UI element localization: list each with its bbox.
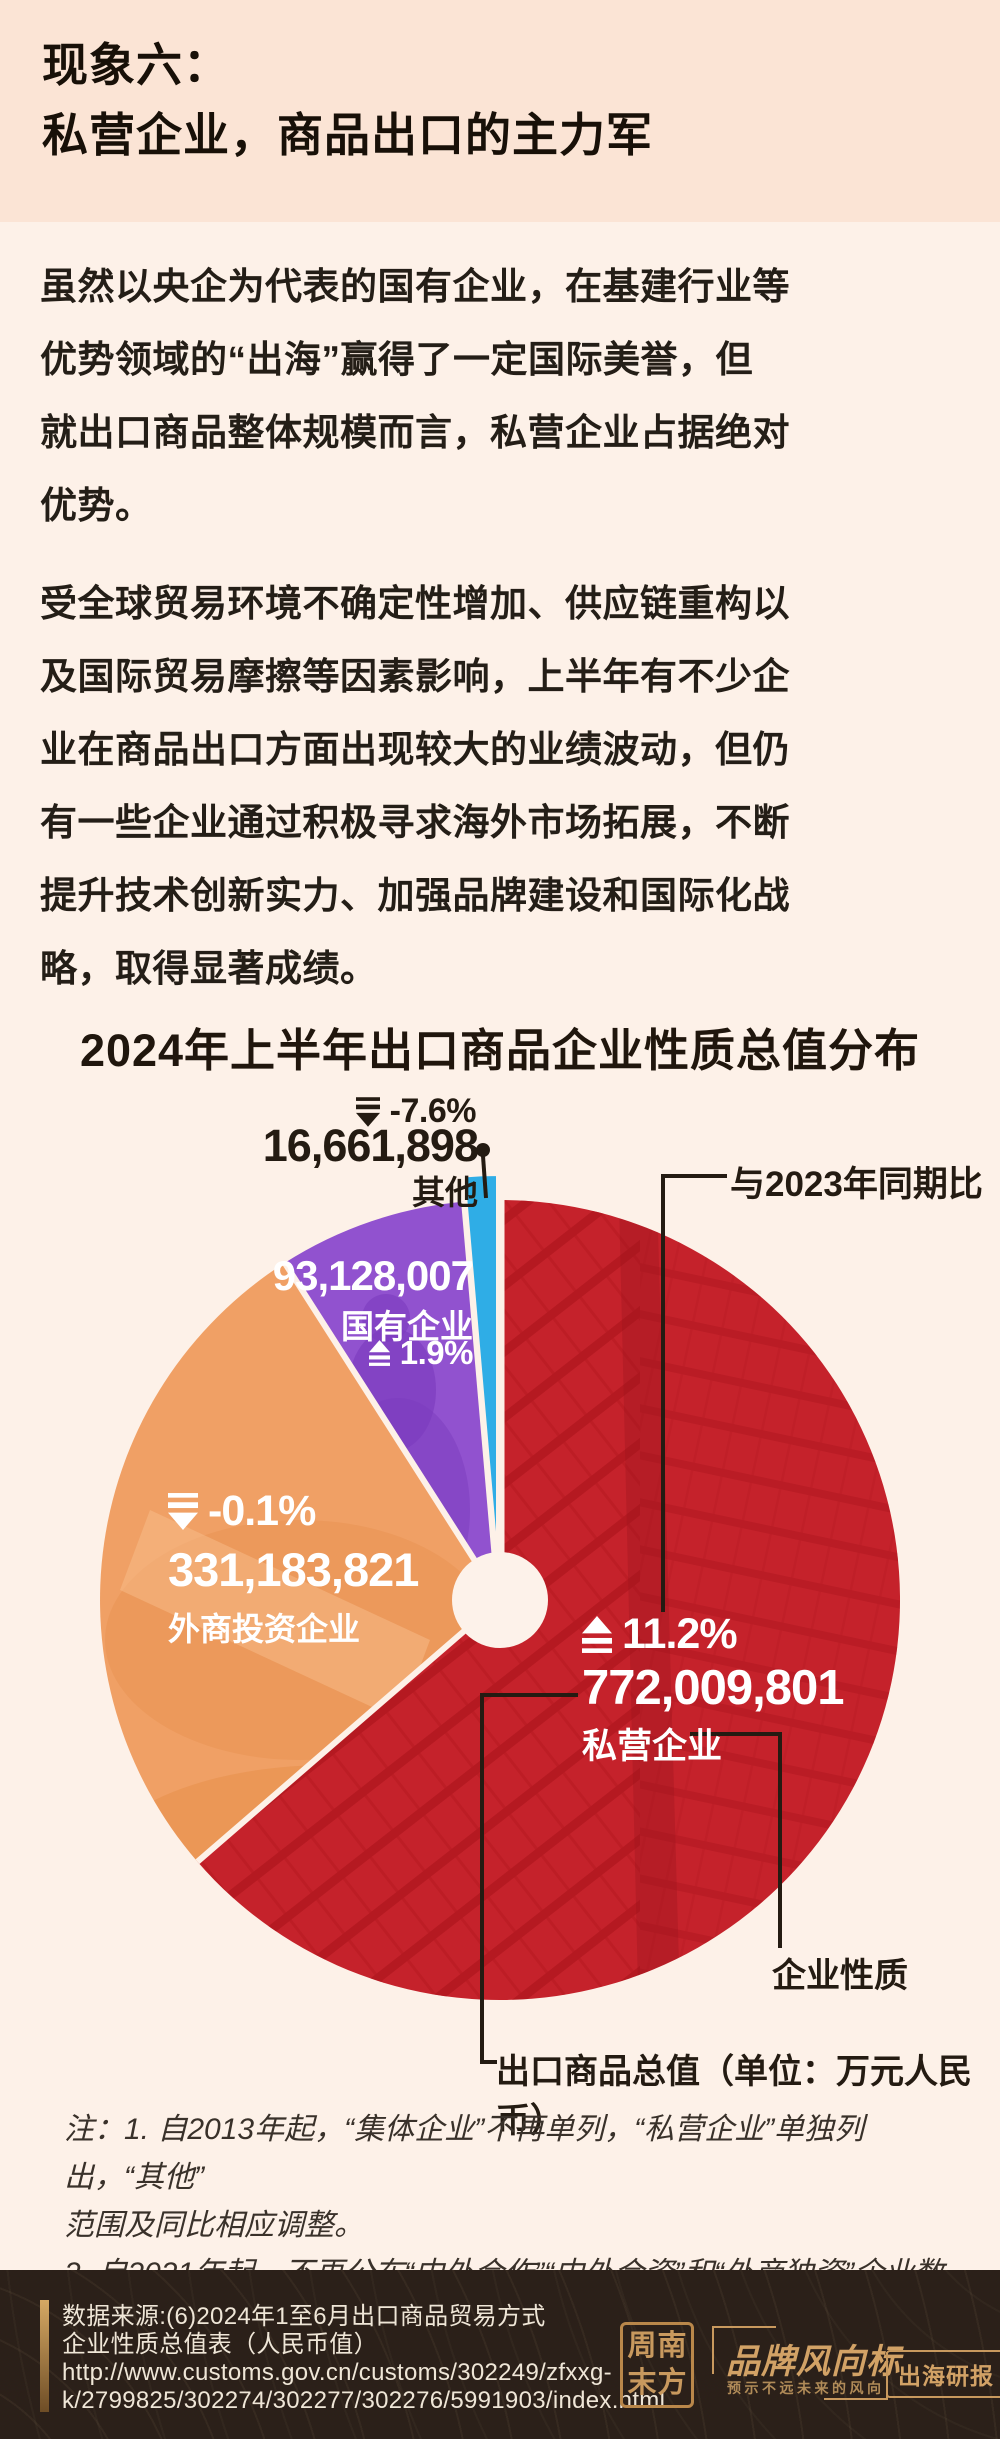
donut-hole	[452, 1552, 548, 1648]
pie-slice-other	[461, 1171, 500, 1579]
private-slice-yoy: 11.2%	[582, 1610, 738, 1659]
callout-lines	[480, 1155, 782, 2064]
other-callout-line	[481, 1155, 488, 1199]
state-slice-yoy: 1.9%	[368, 1334, 474, 1372]
state-yoy-value: 1.9%	[399, 1334, 474, 1371]
brand-title: 品牌风向标	[726, 2343, 901, 2381]
intro-paragraph-1: 虽然以央企为代表的国有企业，在基建行业等 优势领域的“出海”赢得了一定国际美誉，…	[40, 266, 790, 526]
pie-slice-foreign	[100, 1262, 501, 1862]
private-yoy-value: 11.2%	[622, 1610, 738, 1658]
southern-weekly-seal-logo: 周 南 末 方	[620, 2322, 694, 2408]
page-title: 现象六： 私营企业，商品出口的主力军	[42, 39, 653, 161]
brand-logo-block: 品牌风向标 预示不远未来的风向	[712, 2326, 900, 2400]
foreign-yoy-value: -0.1%	[208, 1487, 316, 1535]
chart-title: 2024年上半年出口商品企业性质总值分布	[79, 1025, 921, 1076]
footer: 数据来源:(6)2024年1至6月出口商品贸易方式 企业性质总值表（人民币值） …	[0, 2270, 1000, 2439]
private-label: 私营企业	[582, 1727, 723, 1766]
value-axis-callout: 出口商品总值（单位：万元人民币）	[496, 2053, 972, 2140]
brand-subtitle: 预示不远未来的风向	[727, 2380, 885, 2396]
other-slice-yoy: -7.6%	[355, 1092, 477, 1131]
header	[0, 0, 1000, 222]
yoy-callout-line	[661, 1174, 727, 1612]
seal-char: 周	[627, 2330, 657, 2362]
foreign-slice-yoy: -0.1%	[168, 1487, 316, 1536]
seal-char: 末	[627, 2367, 657, 2399]
report-series-badge: 出海研报	[886, 2350, 1000, 2398]
foreign-value: 331,183,821	[168, 1543, 419, 1596]
pie-chart	[100, 1143, 901, 2064]
yoy-comparison-note: 与2023年同期比	[730, 1165, 983, 1204]
seal-char: 南	[657, 2330, 687, 2362]
other-value: 16,661,898	[262, 1120, 479, 1171]
private-value: 772,009,801	[582, 1661, 844, 1715]
other-yoy-value: -7.6%	[389, 1092, 477, 1130]
decrease-arrow-icon	[355, 1096, 380, 1127]
total-callout-line	[480, 1693, 578, 2064]
other-label: 其他	[412, 1174, 478, 1211]
intro-paragraph-2: 受全球贸易环境不确定性增加、供应链重构以 及国际贸易摩擦等因素影响，上半年有不少…	[40, 583, 790, 989]
source-accent-bar	[40, 2300, 49, 2412]
data-source: 数据来源:(6)2024年1至6月出口商品贸易方式 企业性质总值表（人民币值） …	[62, 2303, 666, 2414]
state-value: 93,128,007	[272, 1252, 474, 1299]
category-axis-callout: 企业性质	[772, 1957, 908, 1995]
decrease-arrow-icon	[168, 1493, 198, 1530]
foreign-label: 外商投资企业	[168, 1611, 361, 1647]
other-callout-dot	[476, 1143, 490, 1157]
state-label: 国有企业	[341, 1308, 473, 1345]
increase-arrow-icon	[582, 1616, 612, 1653]
increase-arrow-icon	[368, 1340, 390, 1366]
nature-callout-line	[690, 1732, 782, 1948]
seal-char: 方	[657, 2367, 687, 2399]
bracket-top-left	[712, 2326, 776, 2374]
